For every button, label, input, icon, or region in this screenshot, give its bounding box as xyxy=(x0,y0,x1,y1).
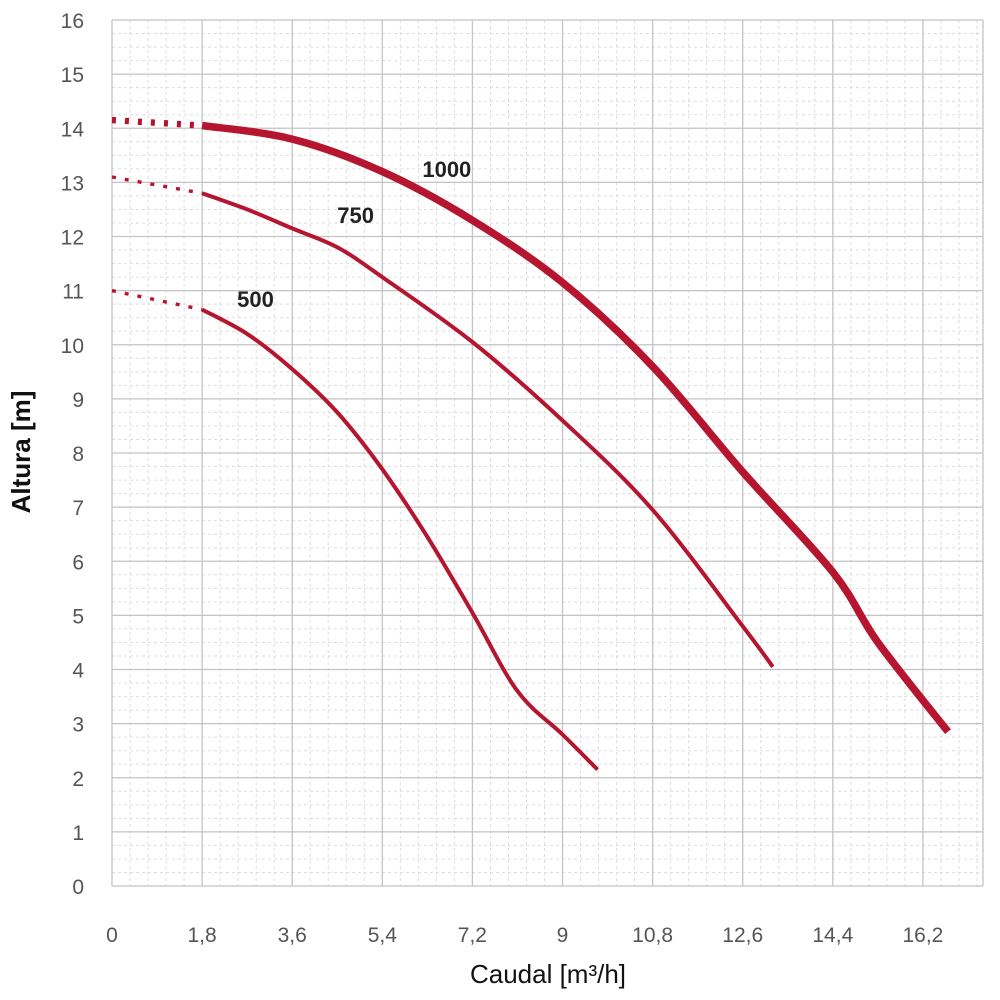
y-tick-label: 10 xyxy=(61,335,84,358)
curve-labels: 500 750 1000 xyxy=(237,157,471,312)
curve-1000 xyxy=(201,121,951,735)
y-tick-label: 5 xyxy=(72,605,84,628)
y-tick-label: 7 xyxy=(72,497,84,520)
x-tick-label: 12,6 xyxy=(722,924,763,947)
y-tick-label: 16 xyxy=(61,10,84,33)
curve-500 xyxy=(201,307,600,772)
y-tick-label: 0 xyxy=(72,876,84,899)
x-tick-label: 5,4 xyxy=(368,924,398,947)
y-axis-title: Altura [m] xyxy=(6,391,36,514)
x-tick-label: 9 xyxy=(557,924,569,947)
y-tick-label: 2 xyxy=(72,768,84,791)
y-tick-label: 6 xyxy=(72,551,84,574)
curve-label-750: 750 xyxy=(337,203,374,228)
x-tick-label: 0 xyxy=(106,924,118,947)
curve-label-1000: 1000 xyxy=(422,157,471,182)
y-tick-label: 9 xyxy=(72,389,84,412)
x-tick-label: 1,8 xyxy=(188,924,217,947)
x-tick-label: 3,6 xyxy=(278,924,307,947)
x-tick-labels: 0 1,8 3,6 5,4 7,2 9 10,8 12,6 14,4 16,2 xyxy=(106,924,943,947)
x-axis-title: Caudal [m³/h] xyxy=(470,959,626,989)
curve-label-500: 500 xyxy=(237,287,274,312)
x-tick-label: 16,2 xyxy=(902,924,943,947)
y-tick-label: 14 xyxy=(61,118,85,141)
y-tick-label: 12 xyxy=(61,227,84,250)
y-tick-label: 15 xyxy=(61,64,84,87)
y-tick-label: 8 xyxy=(72,443,84,466)
pump-curves xyxy=(111,116,951,772)
curve-750 xyxy=(201,191,775,668)
major-gridlines xyxy=(111,19,984,887)
y-tick-label: 3 xyxy=(72,714,84,737)
x-tick-label: 7,2 xyxy=(458,924,487,947)
y-tick-label: 4 xyxy=(72,660,84,683)
y-tick-label: 11 xyxy=(62,281,84,304)
x-tick-label: 10,8 xyxy=(632,924,673,947)
y-tick-label: 13 xyxy=(61,172,84,195)
x-tick-label: 14,4 xyxy=(812,924,853,947)
y-tick-label: 1 xyxy=(72,822,84,845)
